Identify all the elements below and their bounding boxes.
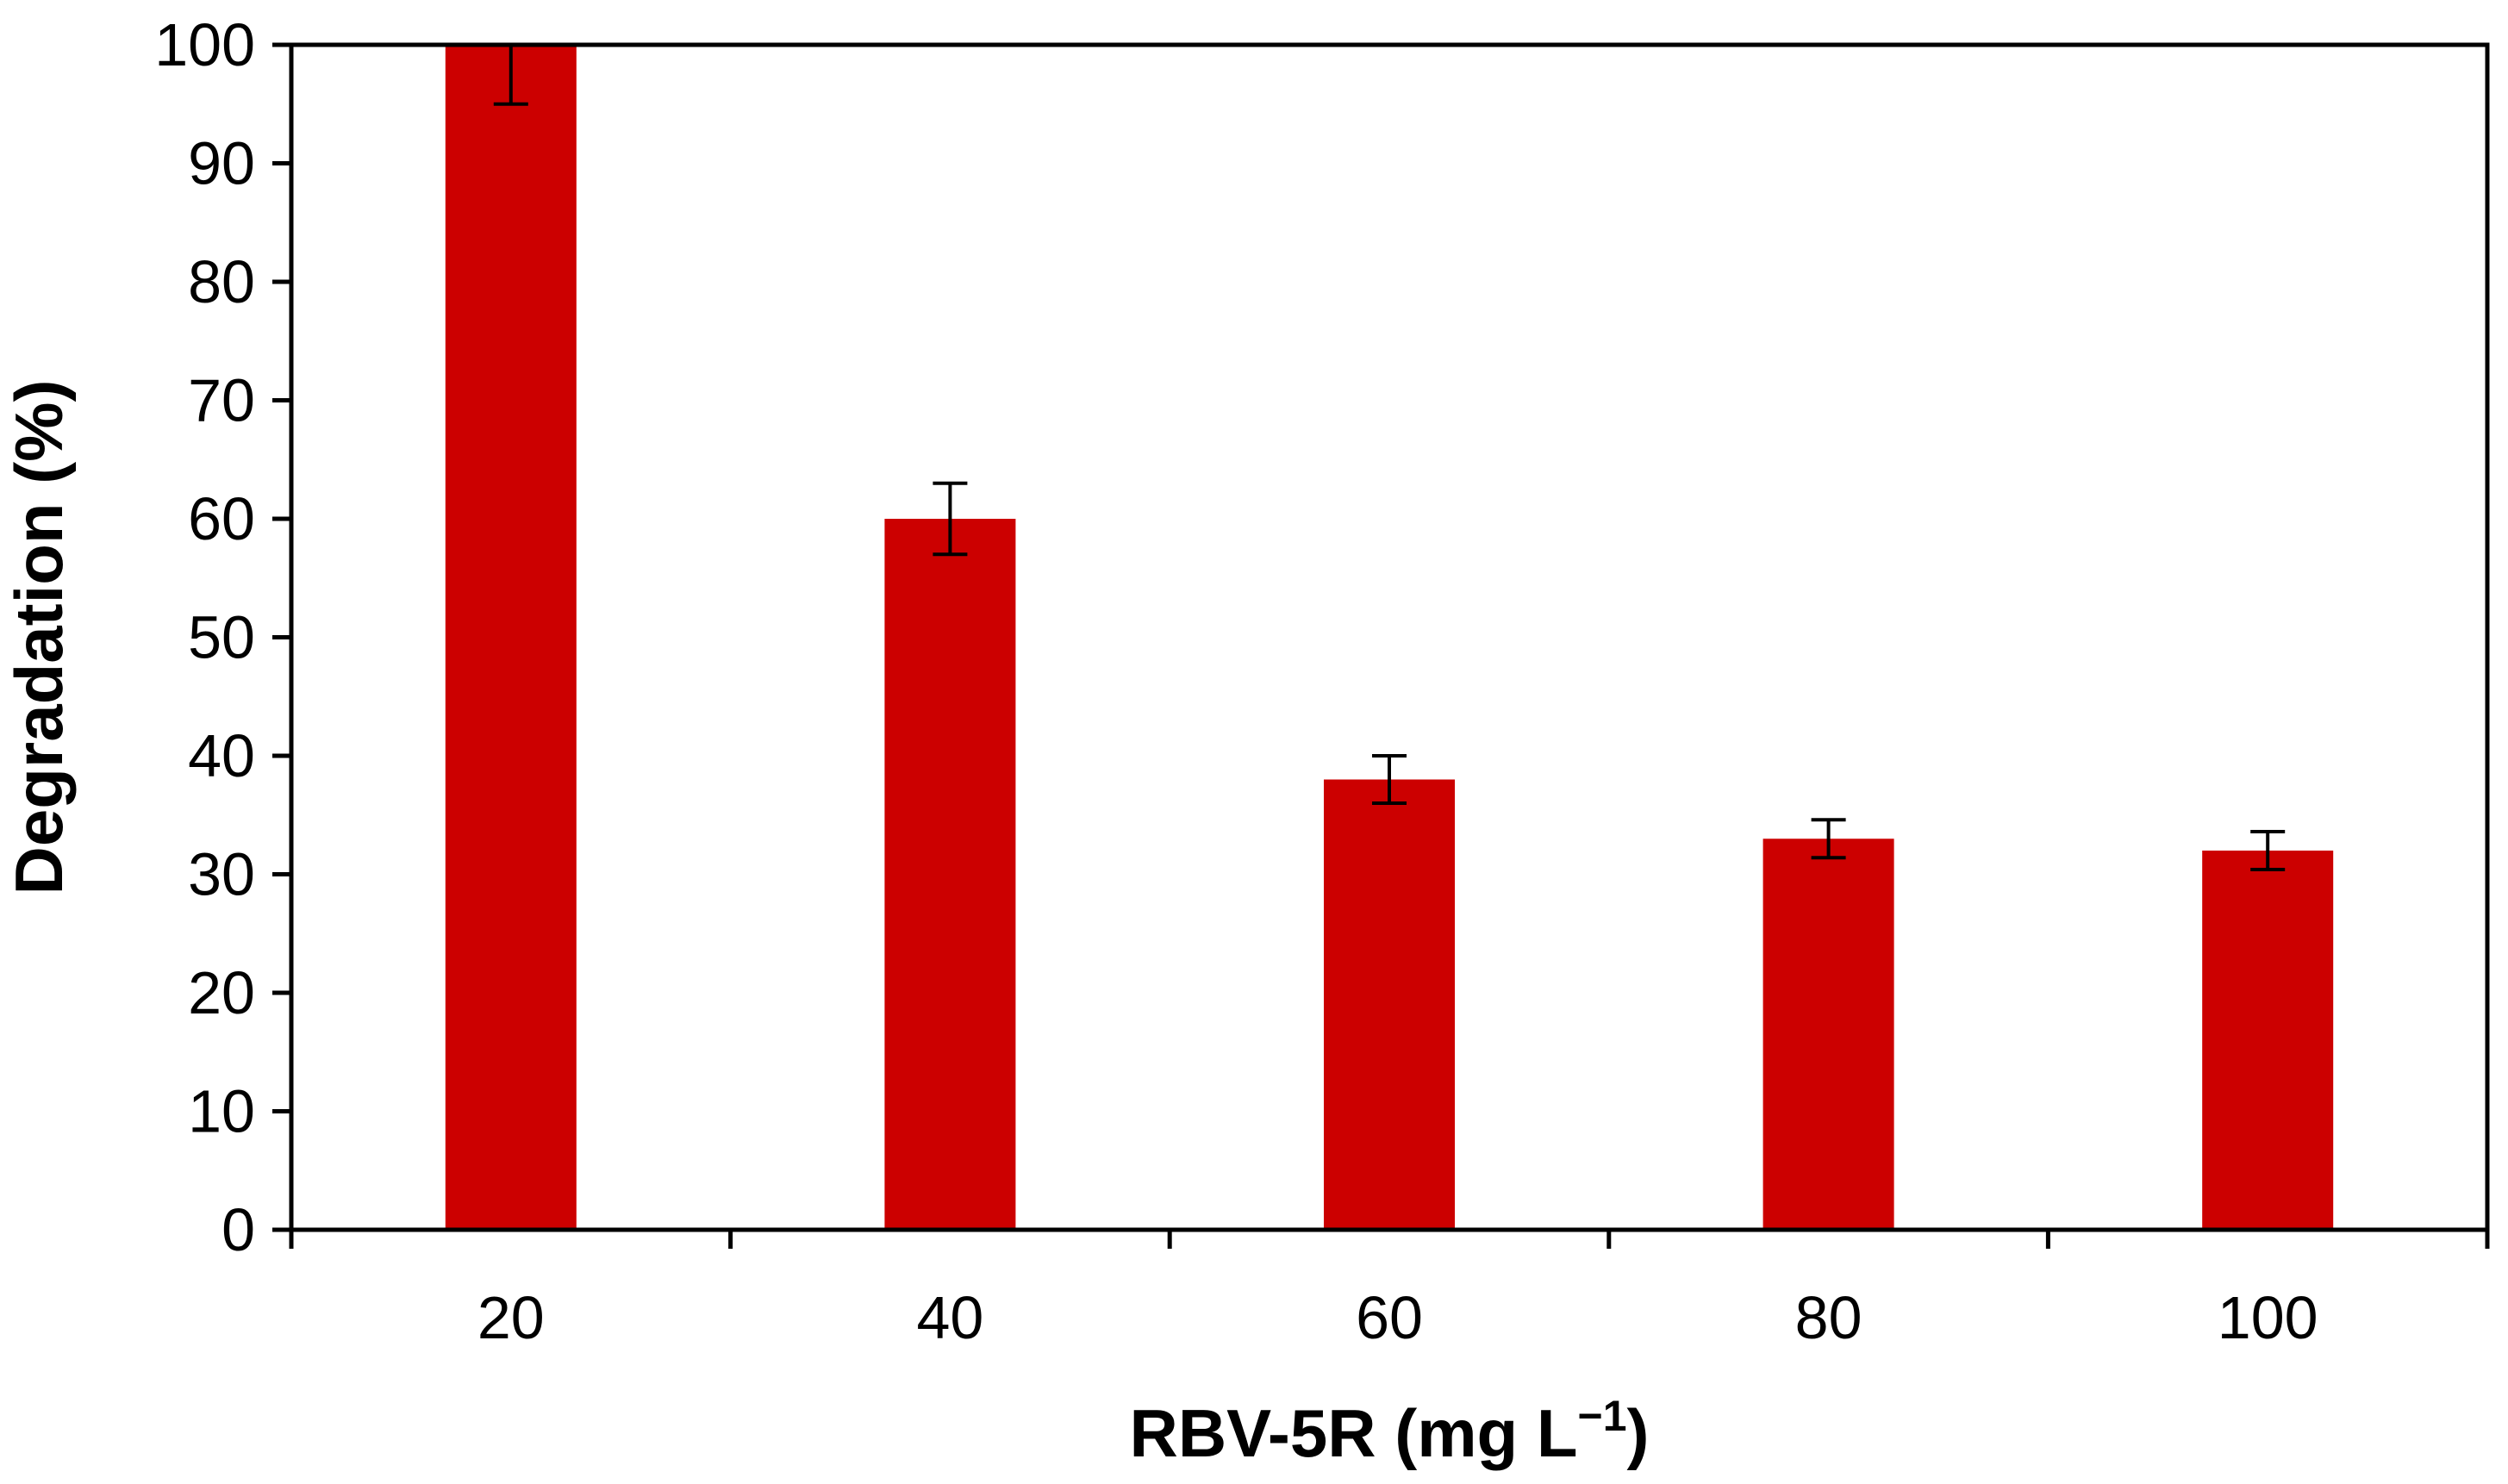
y-axis: 0 10 20 30 40 50 60 70 80 90 100 (154, 11, 291, 1263)
y-tick-label-30: 30 (188, 841, 255, 908)
bar-60 (1324, 779, 1455, 1230)
x-tick-label-60: 60 (1356, 1284, 1423, 1351)
error-bar-100 (2250, 830, 2286, 871)
y-tick-label-70: 70 (188, 367, 255, 434)
y-tick-label-10: 10 (188, 1078, 255, 1145)
x-tick-label-80: 80 (1795, 1284, 1862, 1351)
x-axis-title: RBV-5R (mg L−1) (1129, 1392, 1649, 1471)
error-bars-layer (493, 43, 2286, 871)
y-tick-label-0: 0 (221, 1196, 255, 1263)
x-axis-title-superscript: −1 (1578, 1392, 1627, 1440)
y-tick-label-40: 40 (188, 722, 255, 789)
y-tick-label-60: 60 (188, 485, 255, 552)
y-tick-label-80: 80 (188, 248, 255, 315)
bars-layer (445, 45, 2334, 1230)
y-tick-label-50: 50 (188, 604, 255, 671)
x-tick-label-20: 20 (477, 1284, 545, 1351)
error-bar-60 (1372, 754, 1407, 805)
y-tick-label-100: 100 (154, 11, 255, 78)
bar-20 (445, 45, 577, 1230)
bar-100 (2202, 851, 2334, 1230)
y-tick-label-90: 90 (188, 130, 255, 197)
error-bar-40 (933, 481, 968, 557)
bar-40 (884, 519, 1016, 1230)
x-axis-title-main: RBV-5R (mg L (1129, 1395, 1577, 1471)
x-axis: 20 40 60 80 100 (289, 1230, 2490, 1351)
x-tick-label-100: 100 (2218, 1284, 2318, 1351)
bar-80 (1762, 839, 1894, 1230)
error-bar-80 (1811, 818, 1846, 860)
y-axis-title: Degradation (%) (1, 379, 77, 895)
y-tick-label-20: 20 (188, 959, 255, 1026)
x-tick-label-40: 40 (916, 1284, 983, 1351)
x-axis-title-suffix: ) (1627, 1395, 1650, 1471)
